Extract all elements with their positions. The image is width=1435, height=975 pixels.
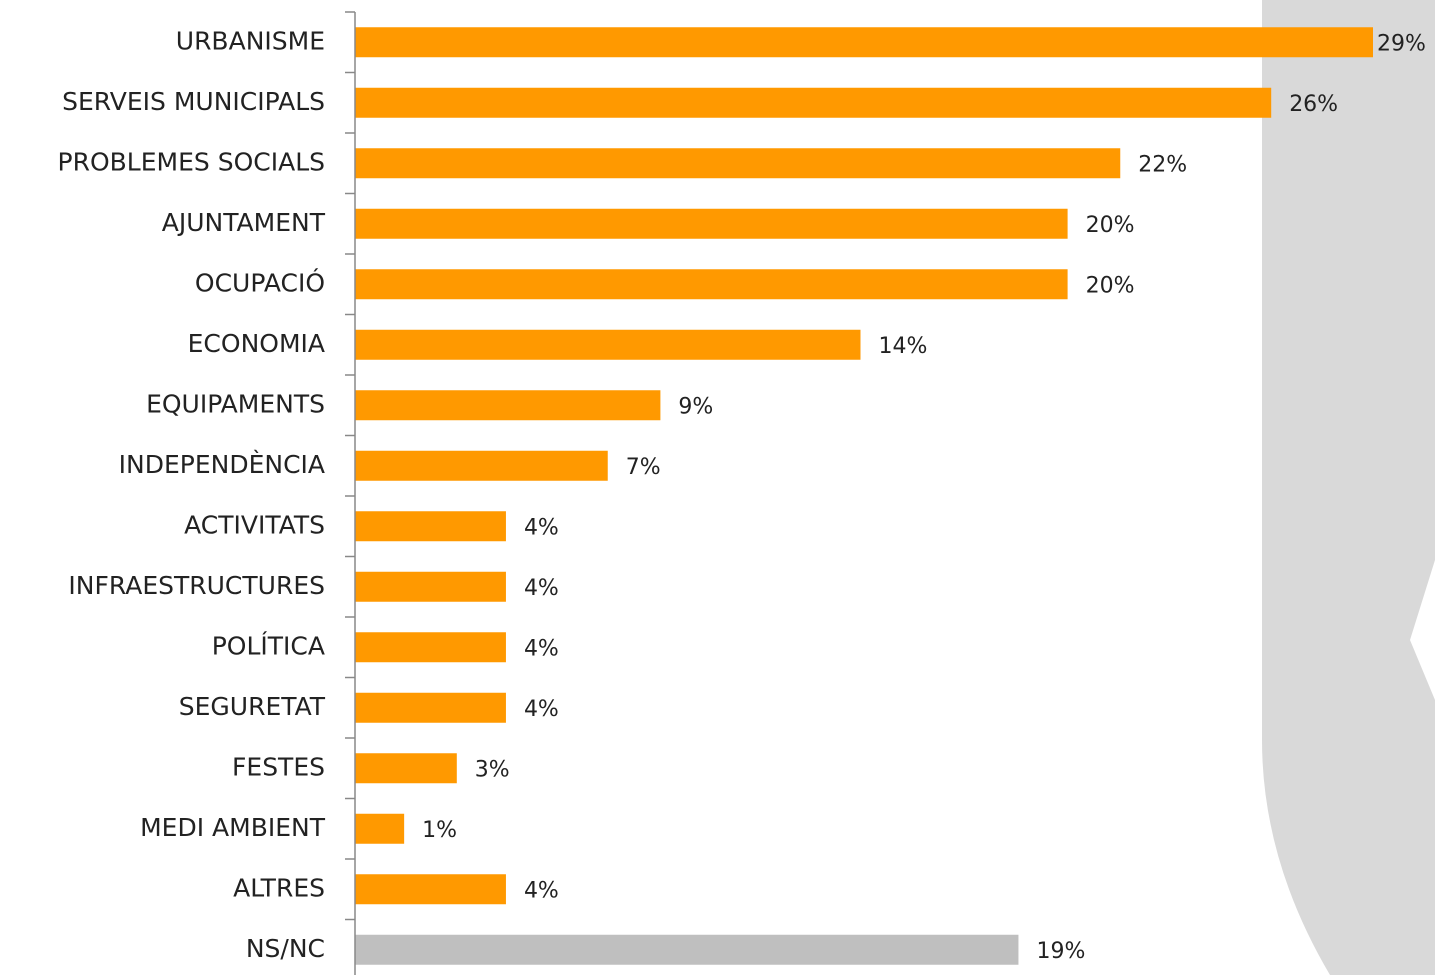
- value-label: 20%: [1086, 213, 1135, 238]
- bar: [355, 27, 1373, 58]
- bar: [355, 753, 457, 784]
- bar: [355, 329, 861, 360]
- bar: [355, 692, 506, 723]
- value-label: 4%: [524, 697, 559, 722]
- bar: [355, 571, 506, 602]
- category-label: PROBLEMES SOCIALS: [58, 147, 325, 176]
- category-label: INFRAESTRUCTURES: [68, 571, 325, 600]
- category-label: AJUNTAMENT: [162, 208, 326, 237]
- category-label: ALTRES: [233, 873, 325, 902]
- bar: [355, 87, 1272, 118]
- bar: [355, 208, 1068, 239]
- bar: [355, 390, 661, 421]
- value-label: 14%: [878, 334, 927, 359]
- value-label: 19%: [1036, 939, 1085, 964]
- bar: [355, 450, 608, 481]
- value-label: 7%: [626, 455, 661, 480]
- category-label: ACTIVITATS: [184, 510, 325, 539]
- value-label: 9%: [678, 394, 713, 419]
- category-label: ECONOMIA: [188, 329, 325, 358]
- value-label: 20%: [1086, 273, 1135, 298]
- value-label: 4%: [524, 515, 559, 540]
- category-label: INDEPENDÈNCIA: [119, 450, 325, 479]
- category-label: FESTES: [232, 752, 325, 781]
- value-label: 29%: [1377, 31, 1426, 56]
- bar: [355, 632, 506, 663]
- category-label: EQUIPAMENTS: [146, 389, 325, 418]
- category-label: OCUPACIÓ: [195, 267, 325, 297]
- watermark: [1262, 0, 1435, 975]
- value-label: 26%: [1289, 92, 1338, 117]
- category-label: URBANISME: [176, 26, 325, 55]
- value-label: 1%: [422, 818, 457, 843]
- value-label: 3%: [475, 757, 510, 782]
- category-label: SEGURETAT: [179, 692, 326, 721]
- category-label: POLÍTICA: [212, 631, 325, 660]
- bar: [355, 934, 1019, 965]
- category-label: NS/NC: [246, 934, 325, 963]
- category-label: MEDI AMBIENT: [140, 813, 326, 842]
- bar: [355, 813, 405, 844]
- value-label: 22%: [1138, 152, 1187, 177]
- value-label: 4%: [524, 878, 559, 903]
- bar: [355, 269, 1068, 300]
- bar: [355, 874, 506, 905]
- bar: [355, 511, 506, 542]
- value-label: 4%: [524, 636, 559, 661]
- category-label: SERVEIS MUNICIPALS: [62, 87, 325, 116]
- bar: [355, 148, 1121, 179]
- value-label: 4%: [524, 576, 559, 601]
